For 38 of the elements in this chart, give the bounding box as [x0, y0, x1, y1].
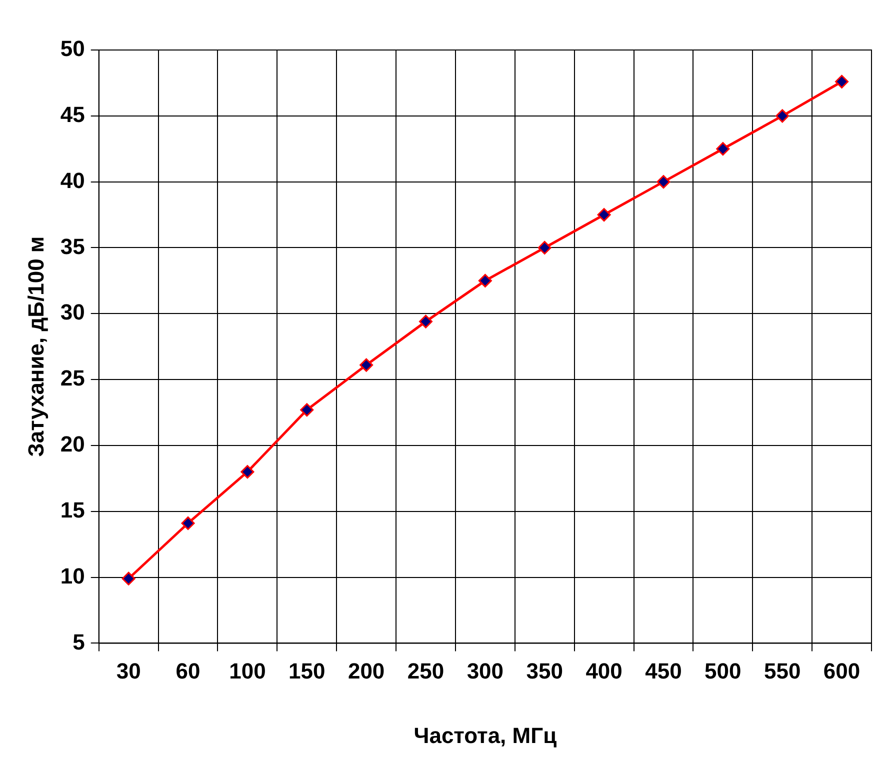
point	[360, 358, 374, 372]
x-tick-label: 400	[586, 658, 622, 684]
y-tick-label: 35	[60, 234, 85, 259]
y-tick-label: 50	[60, 36, 85, 62]
x-tick-label: 350	[526, 658, 563, 684]
y-axis-title: Затухание, дБ/100 м	[23, 236, 48, 457]
y-tick-label: 10	[60, 563, 85, 588]
point	[716, 142, 730, 156]
x-tick-label: 450	[645, 658, 682, 684]
point	[656, 175, 670, 189]
point	[597, 208, 611, 222]
x-tick-label: 100	[229, 658, 266, 684]
x-tick-label: 250	[407, 658, 444, 684]
y-tick-label: 20	[60, 432, 85, 457]
x-tick-label: 300	[466, 658, 504, 684]
point	[538, 240, 552, 254]
y-tick-label: 5	[72, 629, 85, 654]
x-tick-label: 200	[348, 658, 385, 684]
x-tick-label: 500	[704, 658, 742, 684]
y-tick-label: 40	[60, 168, 85, 193]
point	[776, 109, 790, 123]
y-tick-label: 45	[60, 102, 85, 127]
point	[181, 516, 195, 530]
x-tick-label: 150	[288, 658, 326, 684]
y-tick-label: 15	[60, 497, 85, 522]
point	[240, 465, 254, 479]
point	[478, 274, 492, 288]
x-tick-label: 600	[823, 658, 860, 684]
x-tick-label: 30	[116, 658, 141, 684]
point	[835, 74, 849, 88]
point	[122, 572, 136, 586]
y-tick-label: 25	[60, 366, 85, 391]
x-tick-label: 60	[176, 658, 200, 684]
y-tick-label: 30	[60, 300, 85, 325]
x-tick-label: 550	[764, 658, 801, 684]
x-axis-title: Частота, МГц	[414, 722, 558, 748]
point	[300, 403, 314, 417]
point	[419, 314, 433, 328]
